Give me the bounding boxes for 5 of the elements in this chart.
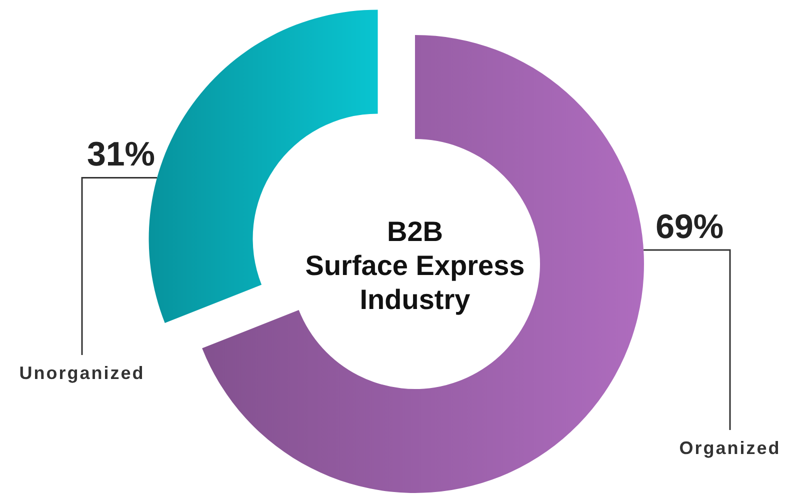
data-label: 69%: [656, 208, 724, 246]
slice-label: Unorganized: [19, 363, 145, 383]
data-label: 31%: [86, 136, 156, 174]
text: B2B Surface Express Industry: [305, 216, 525, 315]
slice-label: Organized: [679, 438, 781, 458]
